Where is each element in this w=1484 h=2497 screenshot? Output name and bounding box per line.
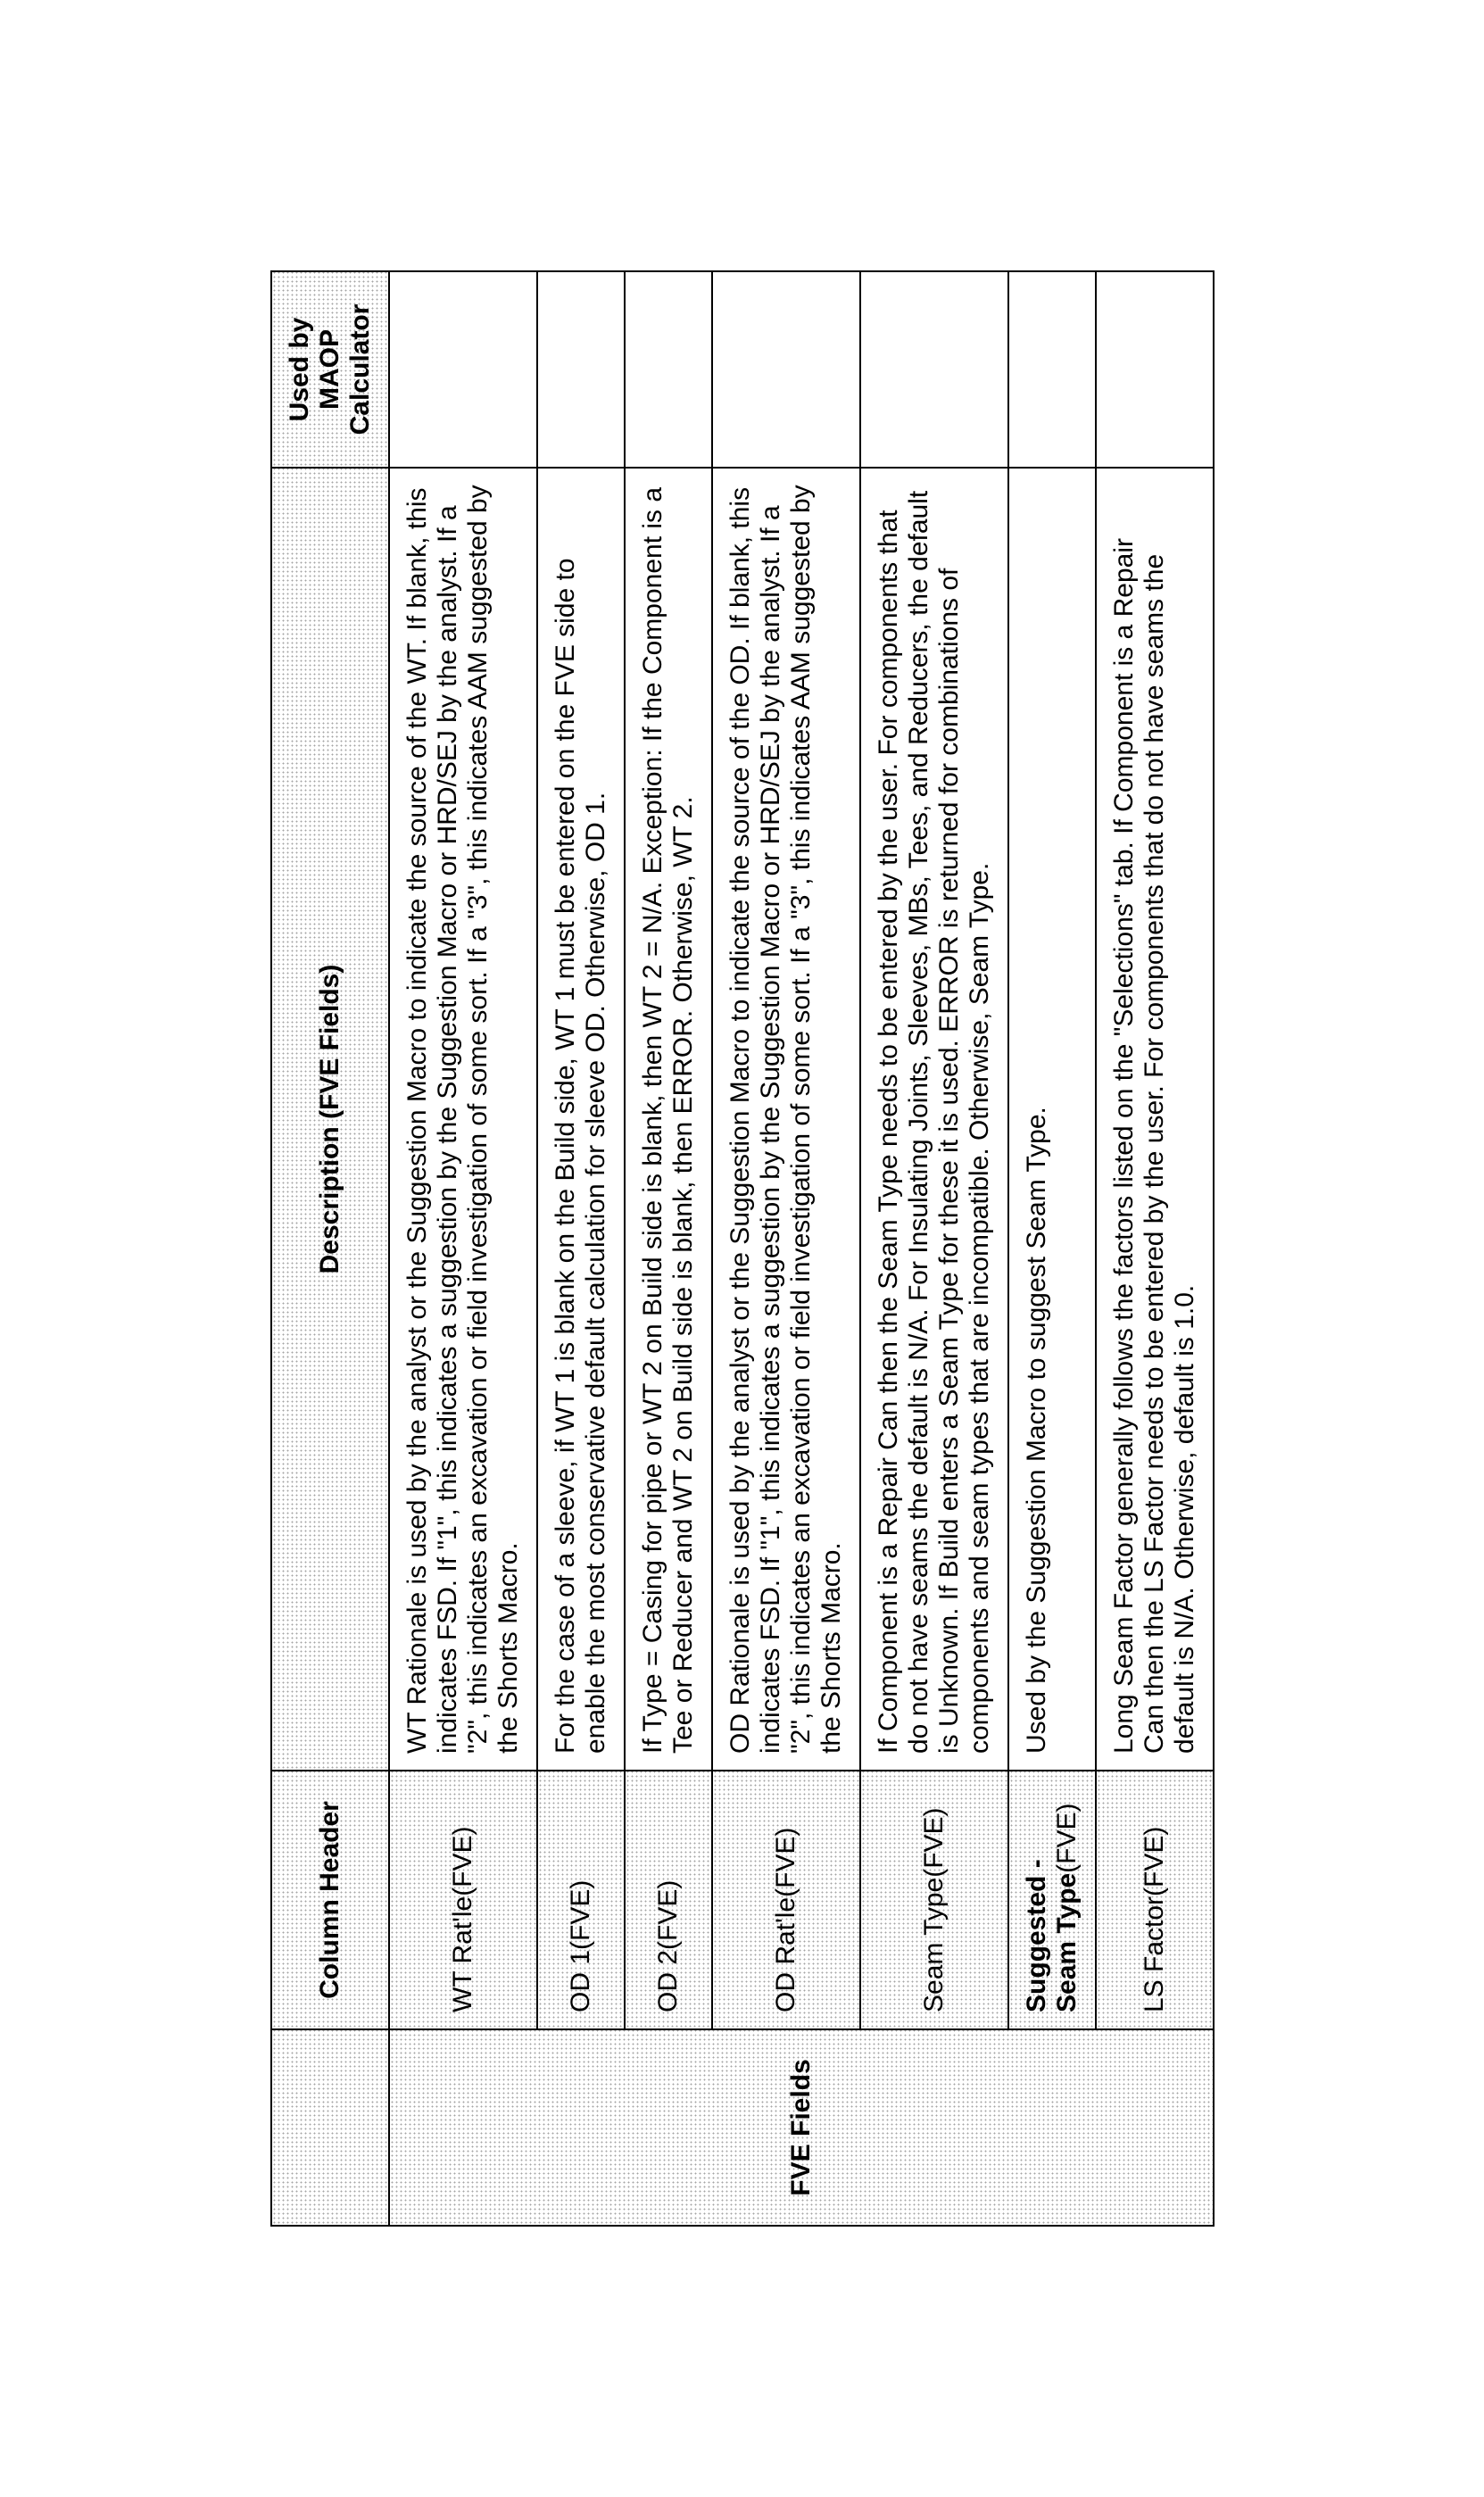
table-row: OD 1(FVE) For the case of a sleeve, if W…: [537, 271, 625, 2226]
head-column-header: Column Header: [271, 1771, 389, 2029]
row-header-tail: (FVE): [1052, 1803, 1082, 1872]
row-desc: If Type = Casing for pipe or WT 2 on Bui…: [625, 468, 712, 1771]
row-desc: OD Rationale is used by the analyst or t…: [712, 468, 860, 1771]
row-desc: Used by the Suggestion Macro to suggest …: [1008, 468, 1096, 1771]
row-header-bold: Suggested - Seam Type: [1022, 1859, 1082, 2012]
row-maop: [1008, 271, 1096, 468]
row-desc: Long Seam Factor generally follows the f…: [1096, 468, 1214, 1771]
row-desc: WT Rationale is used by the analyst or t…: [389, 468, 537, 1771]
row-header: LS Factor(FVE): [1096, 1771, 1214, 2029]
head-description: Description (FVE Fields): [271, 468, 389, 1771]
row-maop: [625, 271, 712, 468]
row-header: Suggested - Seam Type(FVE): [1008, 1771, 1096, 2029]
row-desc: For the case of a sleeve, if WT 1 is bla…: [537, 468, 625, 1771]
row-maop: [860, 271, 1008, 468]
row-maop: [712, 271, 860, 468]
row-header: Seam Type(FVE): [860, 1771, 1008, 2029]
row-header: WT Rat'le(FVE): [389, 1771, 537, 2029]
table-row: Suggested - Seam Type(FVE) Used by the S…: [1008, 271, 1096, 2226]
table-row: Seam Type(FVE) If Component is a Repair …: [860, 271, 1008, 2226]
head-maop: Used by MAOP Calculator: [271, 271, 389, 468]
table-body: FVE Fields WT Rat'le(FVE) WT Rationale i…: [389, 271, 1214, 2226]
header-row: Column Header Description (FVE Fields) U…: [271, 271, 389, 2226]
table-head: Column Header Description (FVE Fields) U…: [271, 271, 389, 2226]
row-header: OD 2(FVE): [625, 1771, 712, 2029]
row-maop: [389, 271, 537, 468]
row-maop: [537, 271, 625, 468]
page-rotated-container: Column Header Description (FVE Fields) U…: [270, 270, 1215, 2227]
table-row: OD 2(FVE) If Type = Casing for pipe or W…: [625, 271, 712, 2226]
row-maop: [1096, 271, 1214, 468]
table-row: LS Factor(FVE) Long Seam Factor generall…: [1096, 271, 1214, 2226]
table-row: FVE Fields WT Rat'le(FVE) WT Rationale i…: [389, 271, 537, 2226]
fve-fields-table: Column Header Description (FVE Fields) U…: [270, 270, 1215, 2227]
head-group: [271, 2029, 389, 2226]
row-header: OD 1(FVE): [537, 1771, 625, 2029]
section-label: FVE Fields: [389, 2029, 1214, 2226]
row-desc: If Component is a Repair Can then the Se…: [860, 468, 1008, 1771]
table-row: OD Rat'le(FVE) OD Rationale is used by t…: [712, 271, 860, 2226]
row-header: OD Rat'le(FVE): [712, 1771, 860, 2029]
